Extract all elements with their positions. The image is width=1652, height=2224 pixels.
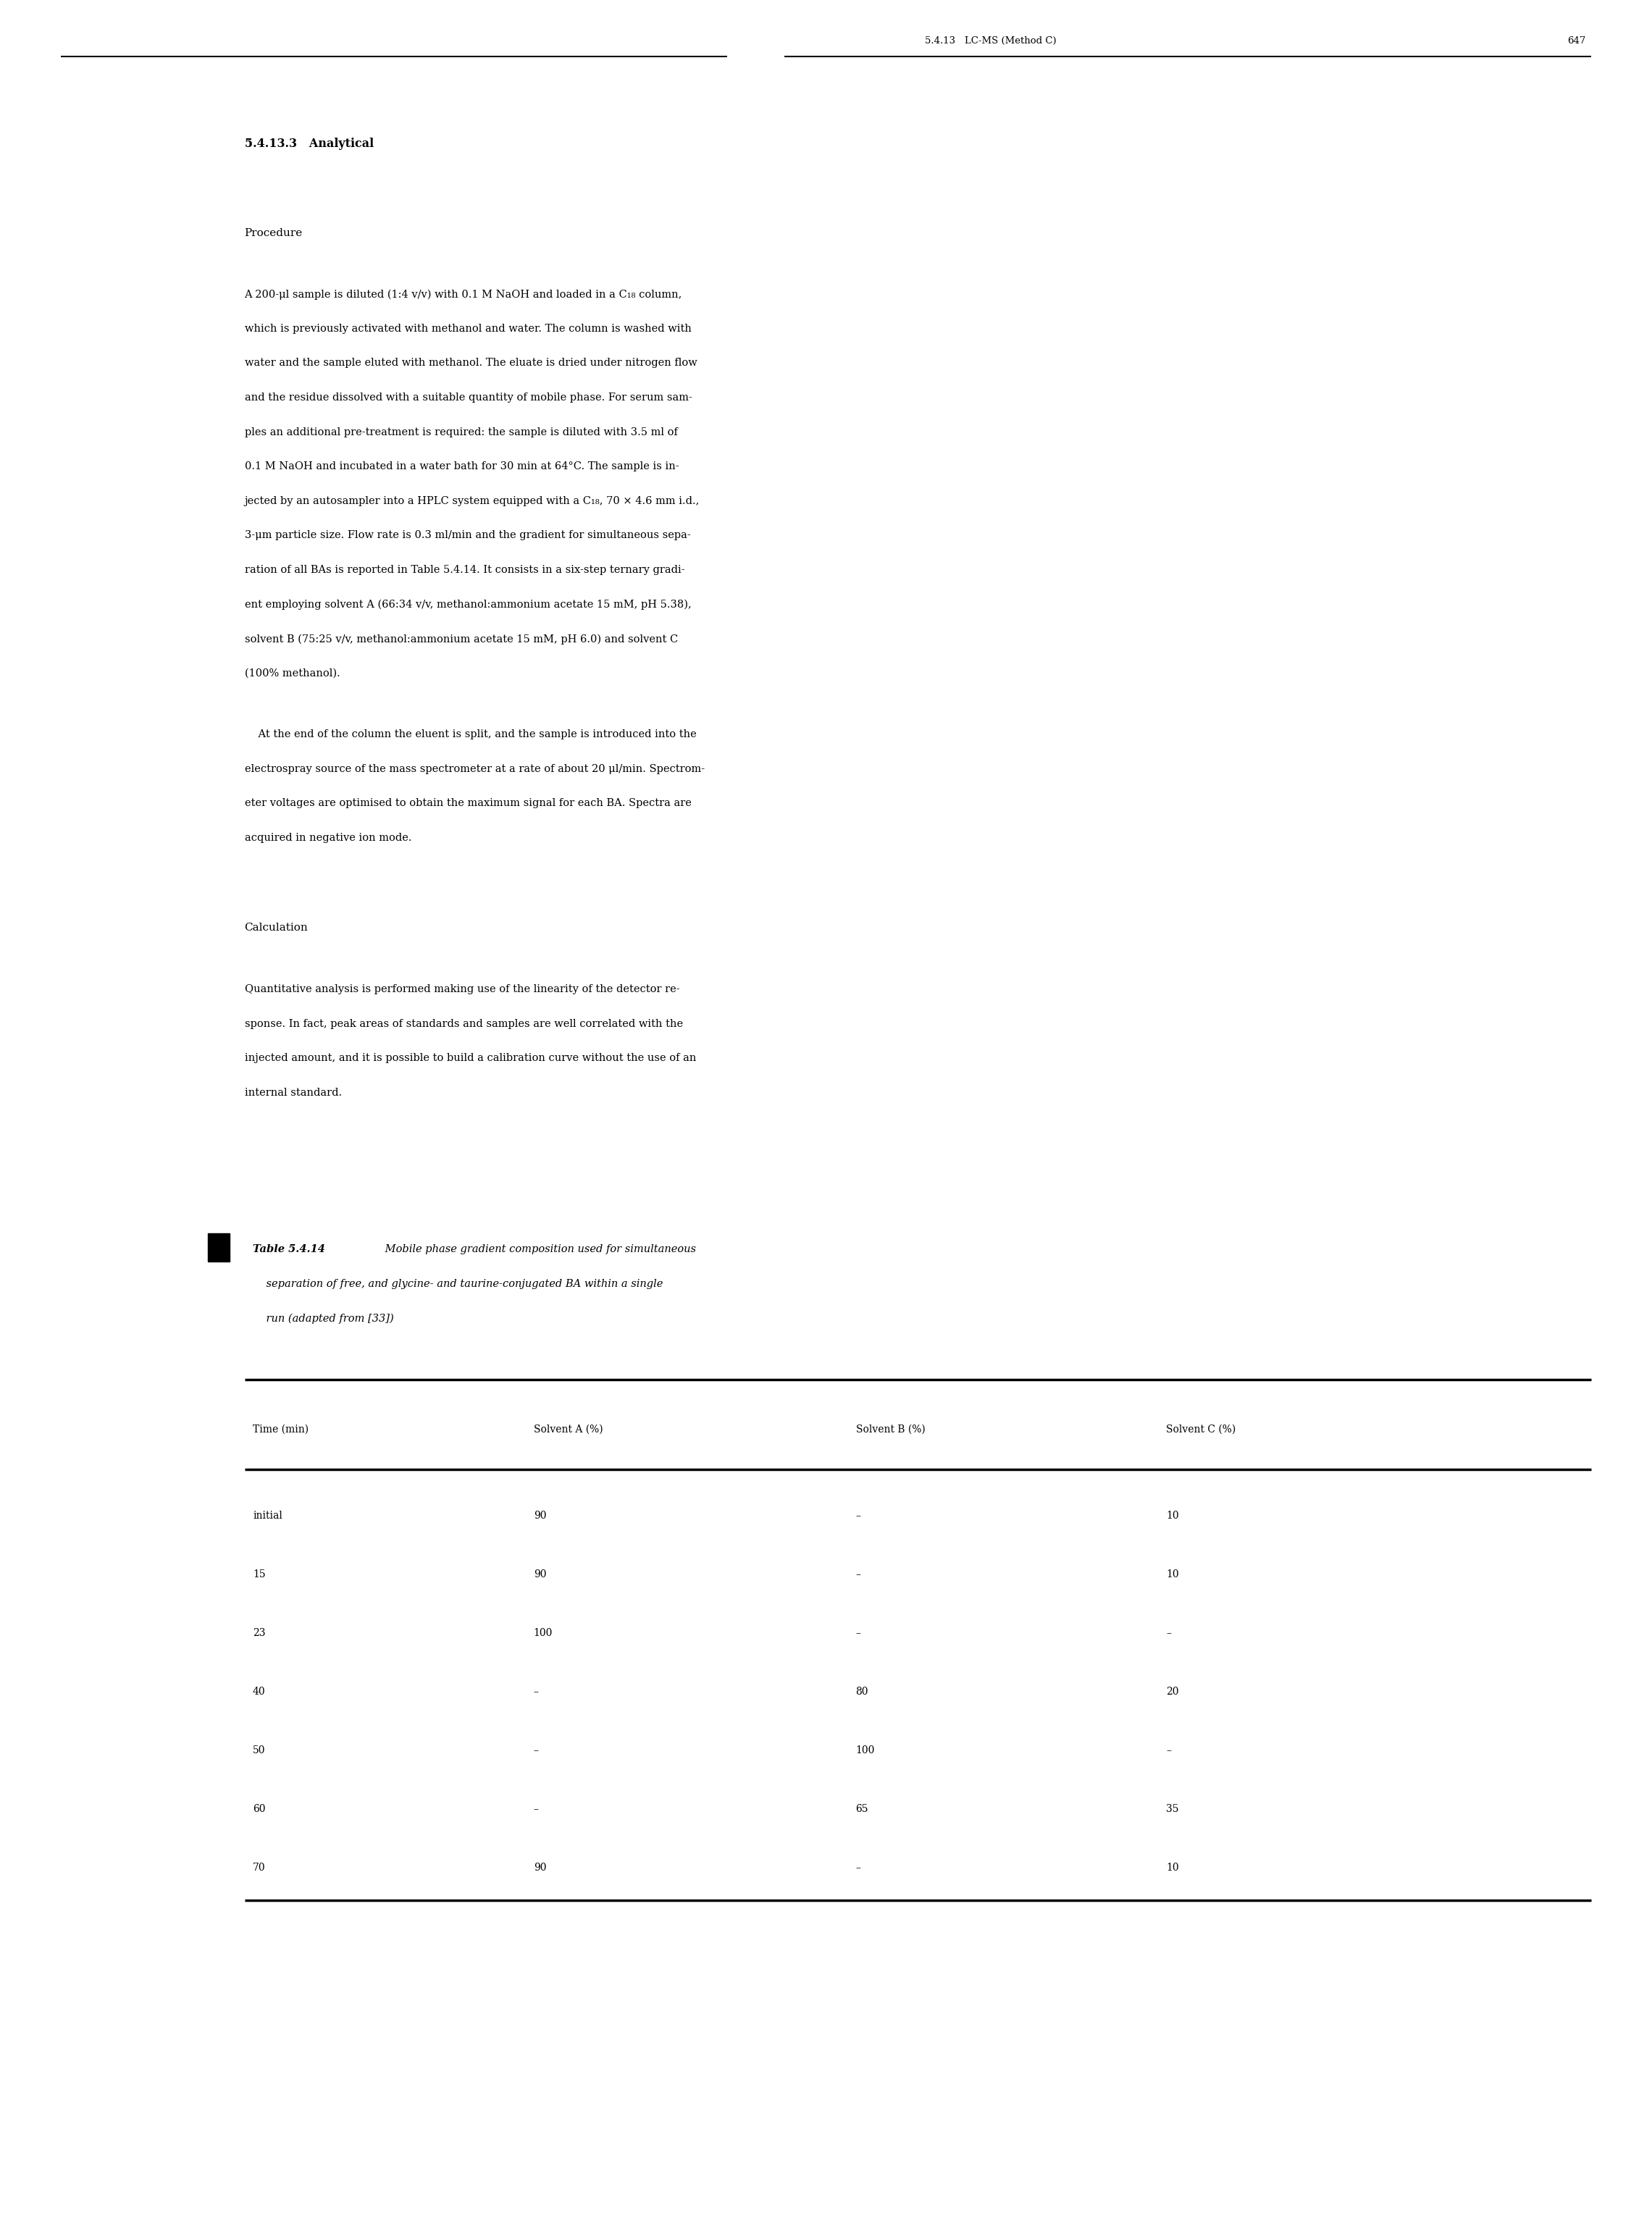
Text: run (adapted from [33]): run (adapted from [33]) <box>253 1312 393 1323</box>
Text: 60: 60 <box>253 1804 266 1815</box>
Text: Procedure: Procedure <box>244 229 302 238</box>
Text: –: – <box>856 1510 861 1521</box>
Text: –: – <box>534 1804 539 1815</box>
Text: 23: 23 <box>253 1628 266 1639</box>
Text: A 200-μl sample is diluted (1:4 v/v) with 0.1 M NaOH and loaded in a C₁₈ column,: A 200-μl sample is diluted (1:4 v/v) wit… <box>244 289 682 300</box>
Text: Table 5.4.14: Table 5.4.14 <box>253 1243 325 1254</box>
Text: ent employing solvent A (66:34 v/v, methanol:ammonium acetate 15 mM, pH 5.38),: ent employing solvent A (66:34 v/v, meth… <box>244 598 691 609</box>
Text: 50: 50 <box>253 1746 266 1755</box>
Text: (100% methanol).: (100% methanol). <box>244 667 340 678</box>
Text: 90: 90 <box>534 1510 547 1521</box>
Text: Solvent B (%): Solvent B (%) <box>856 1426 925 1434</box>
Text: –: – <box>856 1628 861 1639</box>
Text: Solvent C (%): Solvent C (%) <box>1166 1426 1236 1434</box>
Text: ration of all BAs is reported in Table 5.4.14. It consists in a six-step ternary: ration of all BAs is reported in Table 5… <box>244 565 684 576</box>
Text: 100: 100 <box>856 1746 876 1755</box>
Bar <box>208 1234 230 1261</box>
Text: initial: initial <box>253 1510 282 1521</box>
Text: 10: 10 <box>1166 1510 1180 1521</box>
Text: jected by an autosampler into a HPLC system equipped with a C₁₈, 70 × 4.6 mm i.d: jected by an autosampler into a HPLC sys… <box>244 496 699 507</box>
Text: 65: 65 <box>856 1804 869 1815</box>
Text: 100: 100 <box>534 1628 553 1639</box>
Text: separation of free, and glycine- and taurine-conjugated BA within a single: separation of free, and glycine- and tau… <box>253 1279 662 1290</box>
Text: sponse. In fact, peak areas of standards and samples are well correlated with th: sponse. In fact, peak areas of standards… <box>244 1019 682 1030</box>
Text: 5.4.13.3   Analytical: 5.4.13.3 Analytical <box>244 138 373 151</box>
Text: water and the sample eluted with methanol. The eluate is dried under nitrogen fl: water and the sample eluted with methano… <box>244 358 697 369</box>
Text: 20: 20 <box>1166 1686 1180 1697</box>
Text: acquired in negative ion mode.: acquired in negative ion mode. <box>244 832 411 843</box>
Text: Calculation: Calculation <box>244 923 307 934</box>
Text: internal standard.: internal standard. <box>244 1088 342 1099</box>
Text: 10: 10 <box>1166 1570 1180 1579</box>
Text: electrospray source of the mass spectrometer at a rate of about 20 μl/min. Spect: electrospray source of the mass spectrom… <box>244 763 704 774</box>
Text: –: – <box>1166 1746 1171 1755</box>
Text: 90: 90 <box>534 1861 547 1873</box>
Text: –: – <box>534 1686 539 1697</box>
Text: 0.1 M NaOH and incubated in a water bath for 30 min at 64°C. The sample is in-: 0.1 M NaOH and incubated in a water bath… <box>244 460 679 471</box>
Text: Time (min): Time (min) <box>253 1426 309 1434</box>
Text: Quantitative analysis is performed making use of the linearity of the detector r: Quantitative analysis is performed makin… <box>244 983 679 994</box>
Text: 3-μm particle size. Flow rate is 0.3 ml/min and the gradient for simultaneous se: 3-μm particle size. Flow rate is 0.3 ml/… <box>244 529 691 540</box>
Text: 80: 80 <box>856 1686 869 1697</box>
Text: –: – <box>856 1861 861 1873</box>
Text: 647: 647 <box>1568 36 1586 44</box>
Text: and the residue dissolved with a suitable quantity of mobile phase. For serum sa: and the residue dissolved with a suitabl… <box>244 391 692 403</box>
Text: –: – <box>1166 1628 1171 1639</box>
Text: 90: 90 <box>534 1570 547 1579</box>
Text: Solvent A (%): Solvent A (%) <box>534 1426 603 1434</box>
Text: which is previously activated with methanol and water. The column is washed with: which is previously activated with metha… <box>244 322 691 334</box>
Text: –: – <box>856 1570 861 1579</box>
Text: At the end of the column the eluent is split, and the sample is introduced into : At the end of the column the eluent is s… <box>244 729 695 741</box>
Text: solvent B (75:25 v/v, methanol:ammonium acetate 15 mM, pH 6.0) and solvent C: solvent B (75:25 v/v, methanol:ammonium … <box>244 634 677 645</box>
Text: 15: 15 <box>253 1570 266 1579</box>
Text: 5.4.13   LC-MS (Method C): 5.4.13 LC-MS (Method C) <box>925 36 1057 44</box>
Text: eter voltages are optimised to obtain the maximum signal for each BA. Spectra ar: eter voltages are optimised to obtain th… <box>244 798 691 810</box>
Text: 10: 10 <box>1166 1861 1180 1873</box>
Text: Mobile phase gradient composition used for simultaneous: Mobile phase gradient composition used f… <box>382 1243 695 1254</box>
Text: 70: 70 <box>253 1861 266 1873</box>
Text: ples an additional pre-treatment is required: the sample is diluted with 3.5 ml : ples an additional pre-treatment is requ… <box>244 427 677 438</box>
Text: –: – <box>534 1746 539 1755</box>
Text: injected amount, and it is possible to build a calibration curve without the use: injected amount, and it is possible to b… <box>244 1052 695 1063</box>
Text: 40: 40 <box>253 1686 266 1697</box>
Text: 35: 35 <box>1166 1804 1180 1815</box>
